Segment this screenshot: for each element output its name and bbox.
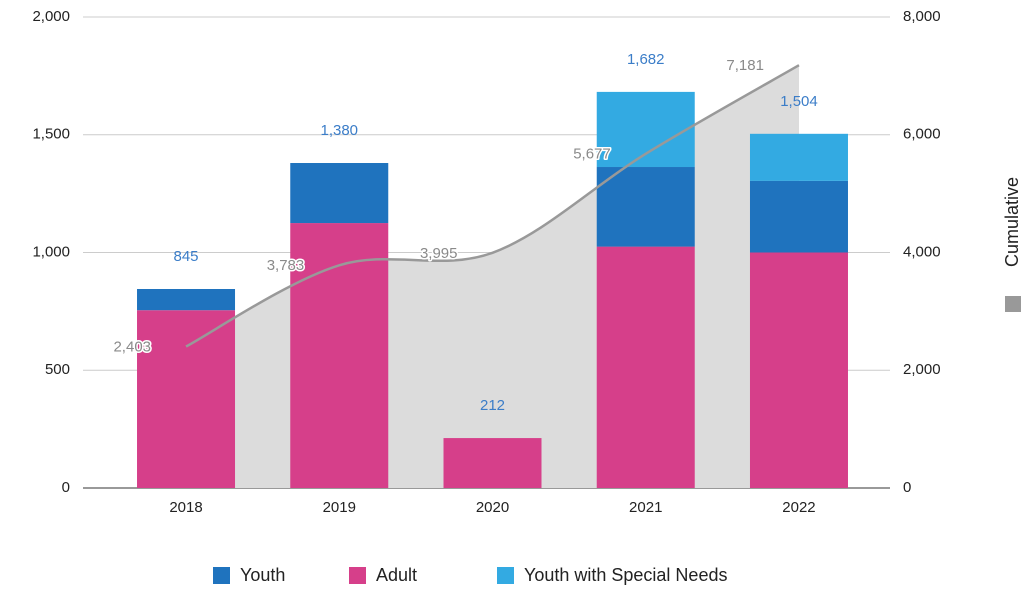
bar-segment [137,310,236,488]
cumulative-line [185,64,800,348]
cumulative-label: 2,403 [113,338,151,355]
legend-swatch [213,567,230,584]
x-tick-label: 2021 [629,499,662,516]
bar-segment [596,246,695,488]
y-tick-label: 1,500 [32,126,70,143]
y-tick-label: 1,000 [32,243,70,260]
cumulative-label: 5,677 [573,146,611,163]
x-tick-label: 2019 [323,499,356,516]
cumulative-label: 7,181 [726,57,764,74]
legend-swatch [349,567,366,584]
bar-segment [443,438,542,488]
cumulative-label: 3,995 [420,245,458,262]
x-tick-label: 2020 [476,499,509,516]
y2-axis-title: Cumulative [1002,177,1022,267]
bar-segment [749,133,848,181]
total-label: 212 [480,397,505,414]
x-tick-label: 2018 [169,499,202,516]
cumulative-label: 3,783 [267,257,305,274]
legend-label: Youth with Special Needs [524,565,727,585]
legend-label: Adult [376,565,417,585]
y2-legend-swatch [1005,296,1021,312]
legend-swatch [497,567,514,584]
bar-segment [596,91,695,168]
y2-tick-label: 4,000 [903,243,941,260]
bar-segment [290,223,389,488]
bar-segment [749,252,848,488]
total-label: 1,504 [780,93,818,110]
total-label: 1,380 [320,122,358,139]
bar-segment [596,167,695,247]
y-tick-label: 0 [62,479,70,496]
y-tick-label: 500 [45,361,70,378]
x-tick-label: 2022 [782,499,815,516]
cumulative-area [186,65,799,488]
y2-tick-label: 6,000 [903,126,941,143]
bar-segment [290,163,389,224]
bar-segment [749,180,848,253]
total-label: 1,682 [627,51,665,68]
total-label: 845 [174,248,199,265]
y-tick-label: 2,000 [32,8,70,25]
bar-segment [137,289,236,311]
y2-tick-label: 0 [903,479,911,496]
y2-tick-label: 8,000 [903,8,941,25]
y2-tick-label: 2,000 [903,361,941,378]
legend-label: Youth [240,565,285,585]
